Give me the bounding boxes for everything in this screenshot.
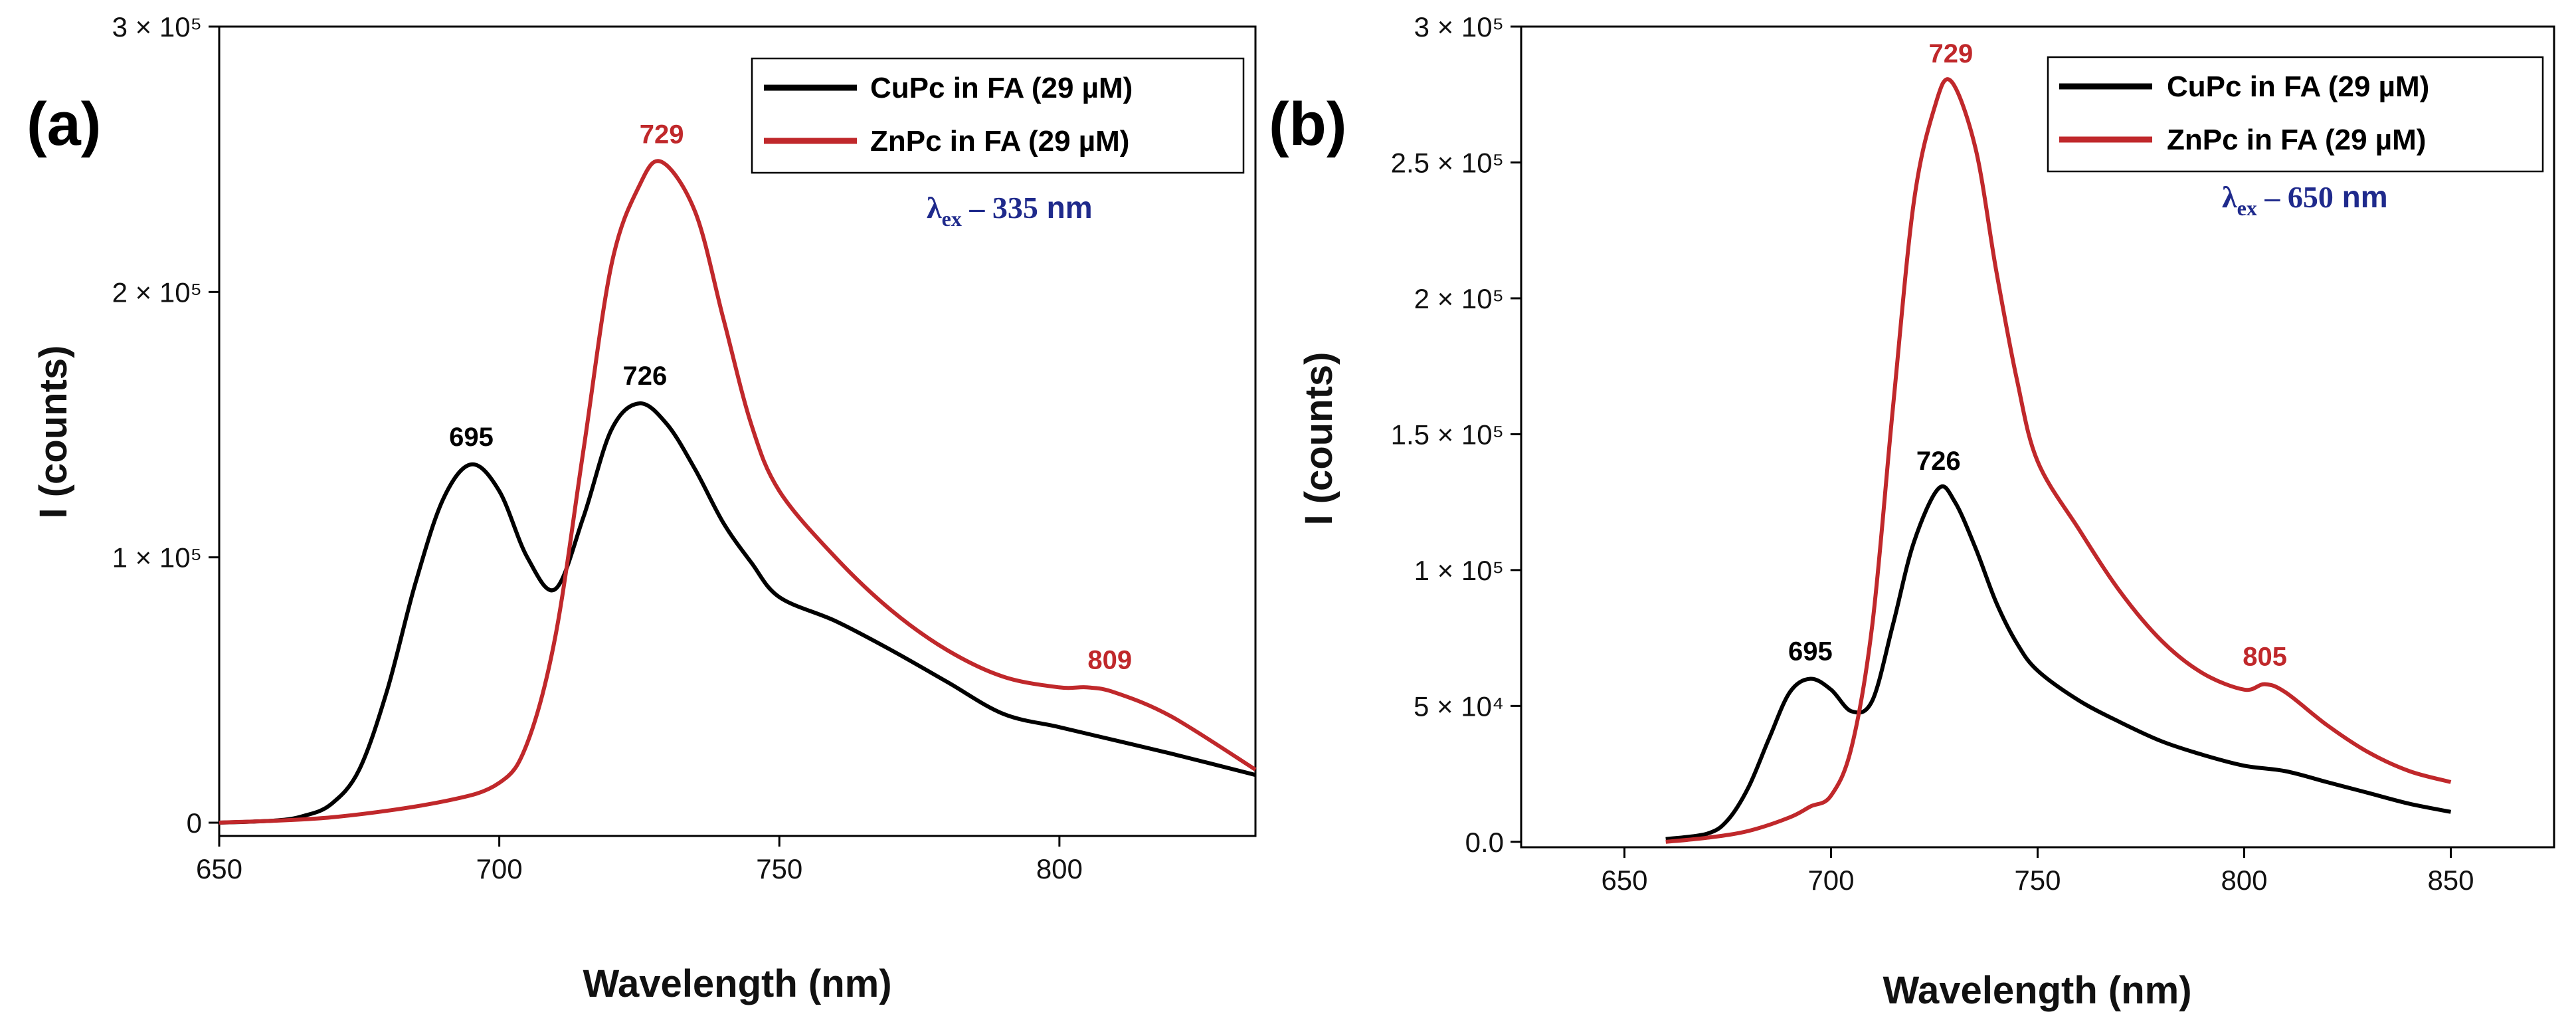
x-tick-label: 650 xyxy=(196,853,242,884)
x-axis-label: Wavelength (nm) xyxy=(583,962,891,1005)
series-line-znpc xyxy=(219,159,1257,825)
plot-frame xyxy=(218,25,1257,837)
y-ticks: 0 1 × 10⁵ 2 × 10⁵ 3 × 10⁵ xyxy=(112,11,219,839)
excitation-unit: nm xyxy=(1038,190,1093,225)
peak-labels: 695 726 729 805 xyxy=(1788,39,2287,672)
legend-box xyxy=(2047,56,2544,173)
legend: CuPc in FA (29 µM) ZnPc in FA (29 µM) xyxy=(751,57,1245,174)
y-axis-label: I (counts) xyxy=(32,346,75,519)
x-tick-label: 800 xyxy=(1036,853,1083,884)
x-tick-label: 700 xyxy=(1807,865,1854,896)
lambda-subscript: ex xyxy=(2237,196,2257,220)
y-tick-label: 3 × 10⁵ xyxy=(112,11,202,43)
x-ticks: 650 700 750 800 850 xyxy=(1601,847,2474,896)
x-tick-label: 650 xyxy=(1601,865,1647,896)
y-ticks: 0.0 5 × 10⁴ 1 × 10⁵ 1.5 × 10⁵ 2 × 10⁵ 2.5 × 1… xyxy=(1391,11,1521,858)
lambda-symbol: λ xyxy=(927,191,942,225)
x-axis-label: Wavelength (nm) xyxy=(1883,969,2191,1012)
lambda-symbol: λ xyxy=(2222,180,2237,214)
y-tick-label: 2 × 10⁵ xyxy=(1414,283,1504,314)
peak-label: 805 xyxy=(2243,643,2287,672)
peak-label: 695 xyxy=(1788,637,1833,666)
panel-b: 0.0 5 × 10⁴ 1 × 10⁵ 1.5 × 10⁵ 2 × 10⁵ 2.5 × 1… xyxy=(1269,11,2555,1012)
y-tick-label: 1 × 10⁵ xyxy=(112,542,202,573)
panel-a: 0 1 × 10⁵ 2 × 10⁵ 3 × 10⁵ 650 700 750 800 695 7… xyxy=(27,11,1257,1005)
y-tick-label: 1.5 × 10⁵ xyxy=(1391,419,1504,450)
x-ticks: 650 700 750 800 xyxy=(196,836,1083,884)
excitation-unit: nm xyxy=(2334,179,2388,214)
peak-labels: 695 726 729 809 xyxy=(449,120,1132,675)
y-tick-label: 0 xyxy=(187,807,202,839)
legend-box xyxy=(751,57,1245,174)
series-line-znpc xyxy=(1665,77,2452,844)
excitation-value: – 650 xyxy=(2257,180,2334,214)
x-tick-label: 700 xyxy=(476,853,523,884)
peak-label: 726 xyxy=(1916,447,1961,476)
x-tick-label: 750 xyxy=(2014,865,2061,896)
legend-label-cupc: CuPc in FA (29 µM) xyxy=(870,72,1133,104)
y-tick-label: 5 × 10⁴ xyxy=(1414,690,1504,722)
series-layer xyxy=(1665,77,2452,844)
panel-letter: (b) xyxy=(1269,90,1346,158)
excitation-value: – 335 xyxy=(962,191,1038,225)
x-tick-label: 750 xyxy=(756,853,802,884)
legend-label-znpc: ZnPc in FA (29 µM) xyxy=(870,125,1129,157)
series-layer xyxy=(219,159,1257,825)
panel-letter: (a) xyxy=(27,90,101,158)
peak-label: 729 xyxy=(1929,39,1974,68)
y-tick-label: 0.0 xyxy=(1465,827,1504,858)
peak-label: 726 xyxy=(622,361,667,391)
legend: CuPc in FA (29 µM) ZnPc in FA (29 µM) xyxy=(2047,56,2544,173)
legend-label-znpc: ZnPc in FA (29 µM) xyxy=(2167,124,2426,156)
peak-label: 809 xyxy=(1087,645,1132,674)
series-line-cupc xyxy=(1665,484,2452,841)
x-tick-label: 850 xyxy=(2427,865,2474,896)
y-tick-label: 2 × 10⁵ xyxy=(112,276,202,308)
x-tick-label: 800 xyxy=(2221,865,2267,896)
lambda-subscript: ex xyxy=(942,207,962,231)
peak-label: 695 xyxy=(449,423,494,452)
legend-label-cupc: CuPc in FA (29 µM) xyxy=(2167,70,2429,103)
y-axis-label: I (counts) xyxy=(1297,352,1340,526)
excitation-annotation: λex – 335 nm xyxy=(927,190,1093,231)
excitation-annotation: λex – 650 nm xyxy=(2222,179,2388,220)
series-line-cupc xyxy=(219,401,1256,825)
y-tick-label: 3 × 10⁵ xyxy=(1414,11,1504,43)
y-tick-label: 1 × 10⁵ xyxy=(1414,555,1504,586)
peak-label: 729 xyxy=(640,120,684,150)
y-tick-label: 2.5 × 10⁵ xyxy=(1391,147,1504,178)
